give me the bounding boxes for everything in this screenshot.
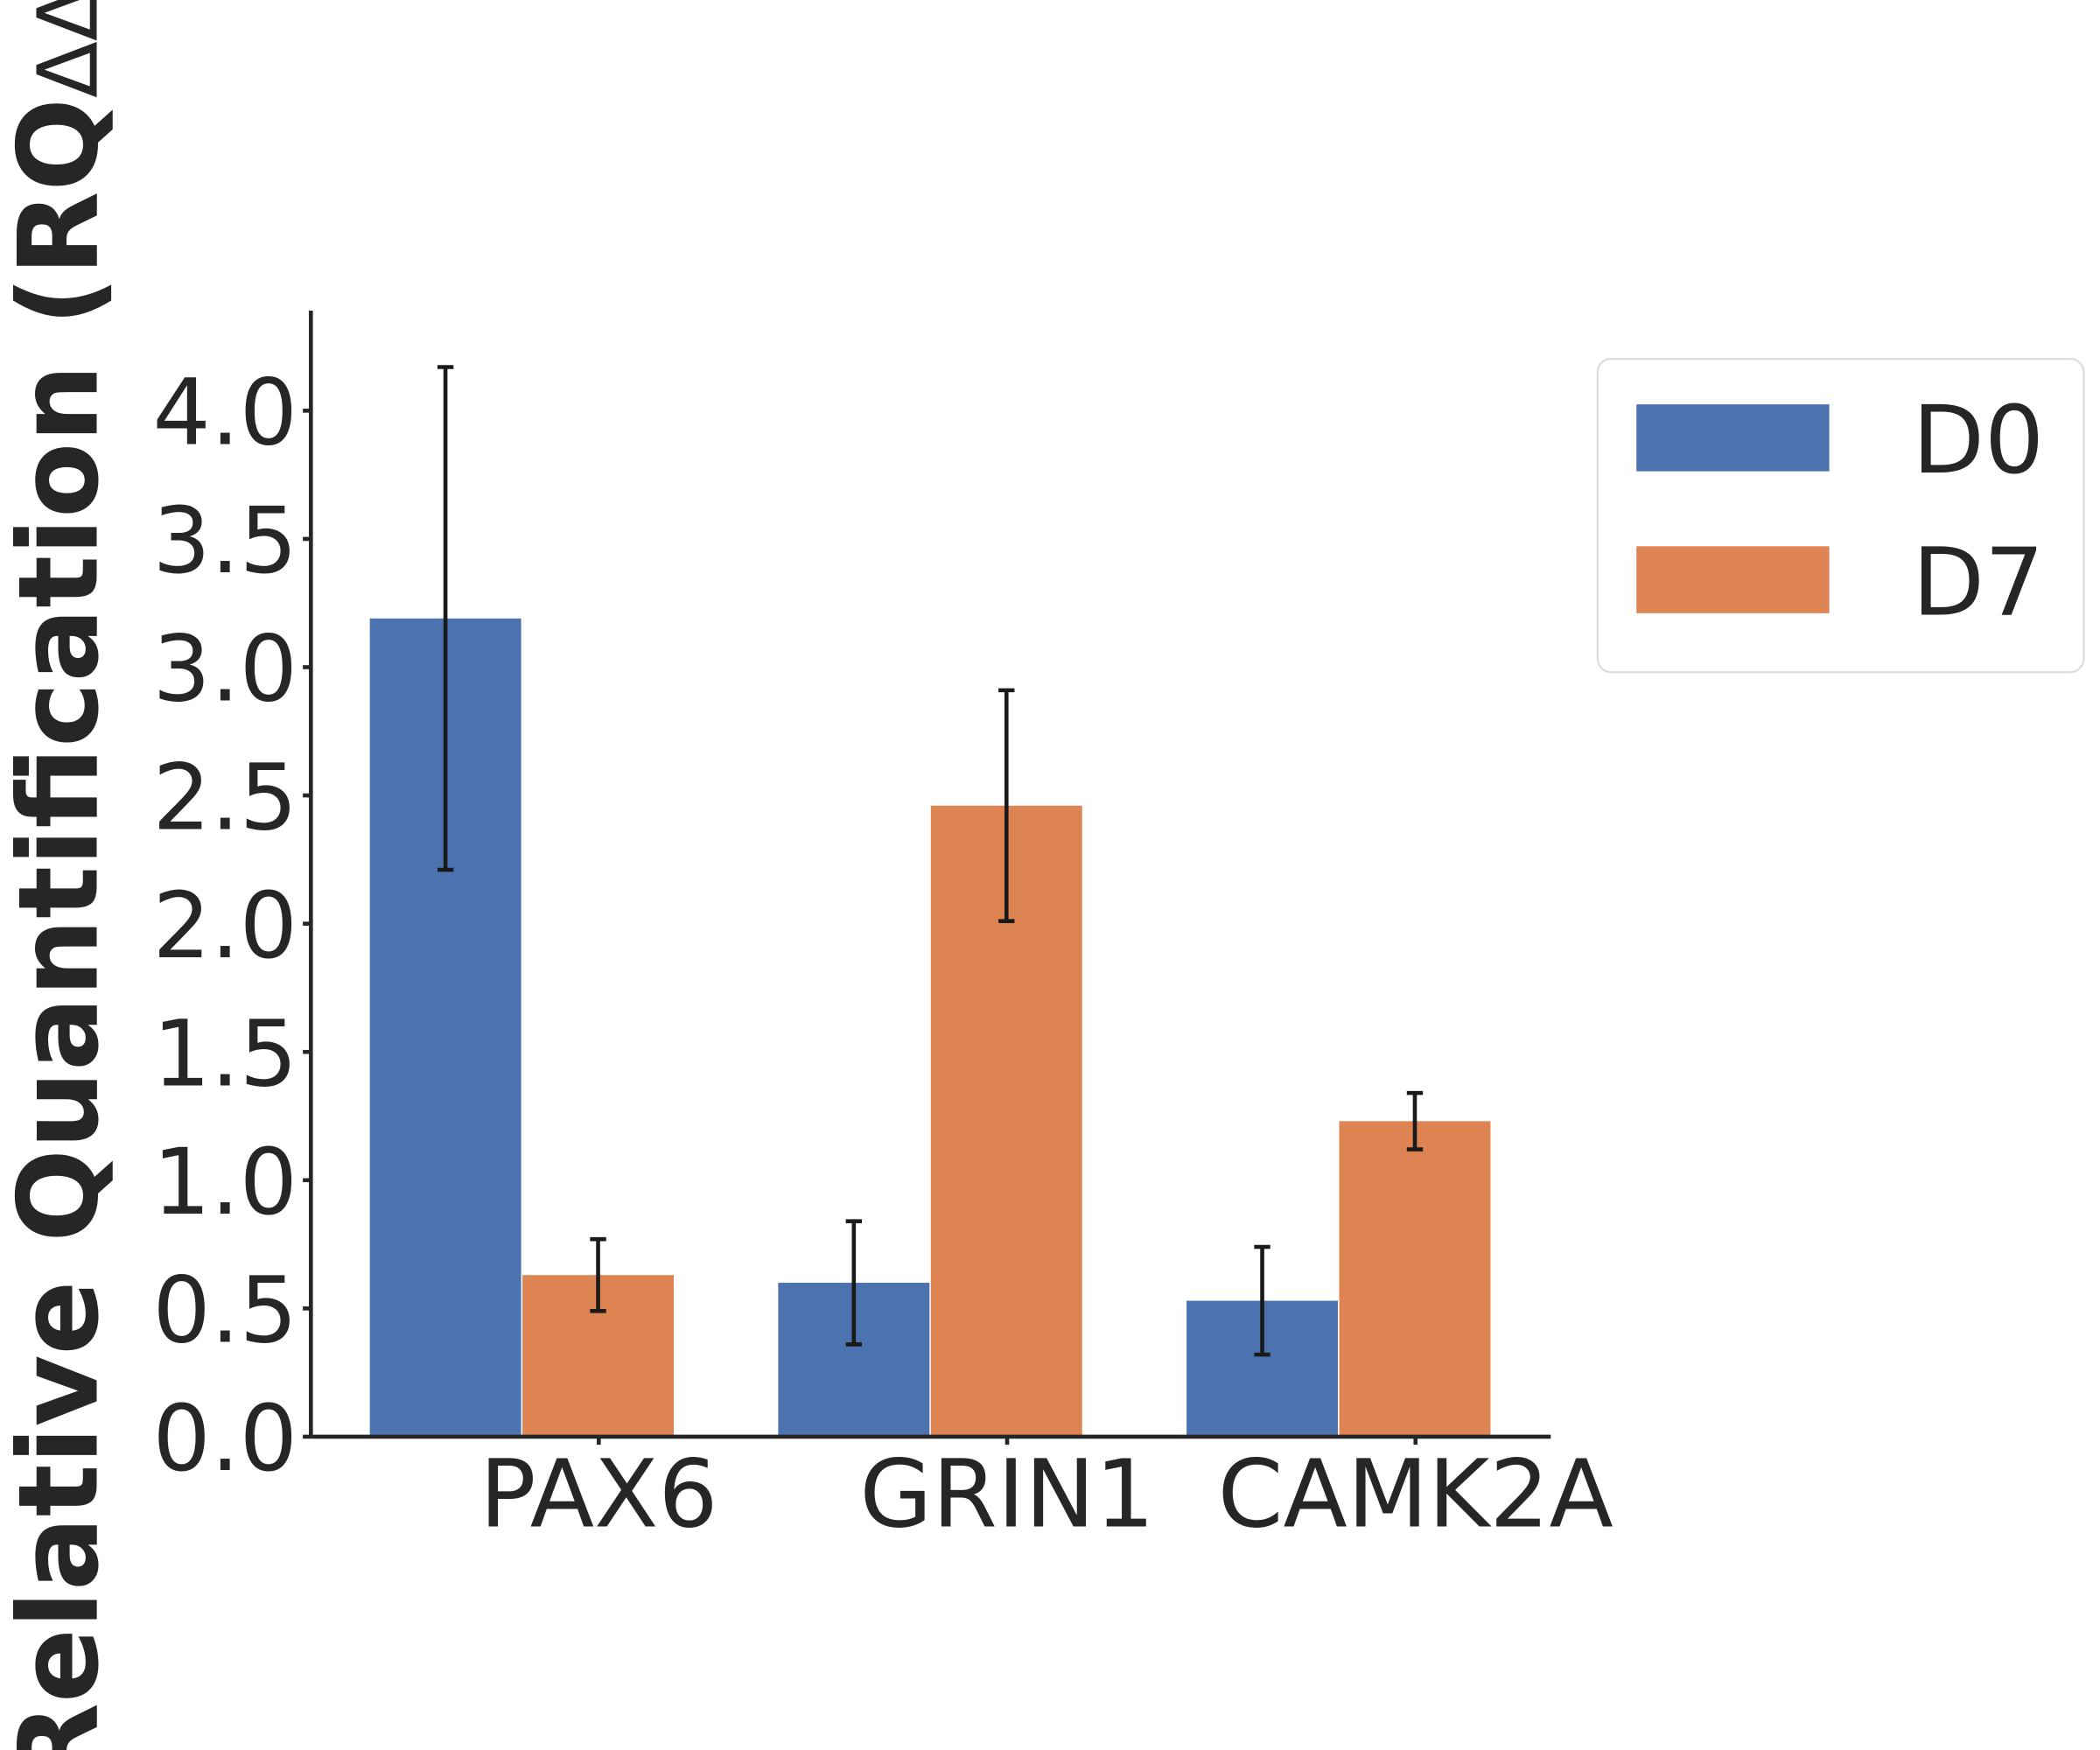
- y-tick-label: 2.0: [153, 872, 298, 979]
- y-tick-label: 0.5: [153, 1257, 298, 1364]
- y-tick-label: 0.0: [153, 1385, 298, 1492]
- y-tick-label: 3.0: [153, 616, 298, 723]
- error-bar: [1254, 1244, 1270, 1357]
- x-tick-label: PAX6: [480, 1440, 718, 1549]
- y-axis-title-sub: ΔΔC: [20, 0, 116, 98]
- y-tick-label: 1.5: [153, 1000, 298, 1107]
- error-bar: [590, 1236, 606, 1313]
- legend-swatch: [1636, 404, 1830, 472]
- y-tick-label: 2.5: [153, 744, 298, 850]
- error-bar: [437, 365, 454, 872]
- y-axis-title: Relative Quantification (RQΔΔC: [0, 0, 122, 1750]
- legend-label: D0: [1912, 387, 2044, 495]
- y-tick-label: 1.0: [153, 1129, 298, 1236]
- error-bar: [1406, 1090, 1424, 1152]
- bar: [1339, 1121, 1491, 1437]
- legend-swatch: [1636, 546, 1830, 613]
- y-tick-label: 4.0: [153, 360, 298, 466]
- y-tick-label: 3.5: [153, 487, 298, 594]
- error-bar: [998, 688, 1015, 923]
- legend-label: D7: [1912, 528, 2044, 637]
- y-axis-title-main: Relative Quantification (RQ: [0, 98, 122, 1750]
- x-tick-label: GRIN1: [859, 1440, 1154, 1549]
- x-tick-label: CAMK2A: [1218, 1440, 1614, 1549]
- error-bar: [845, 1219, 863, 1347]
